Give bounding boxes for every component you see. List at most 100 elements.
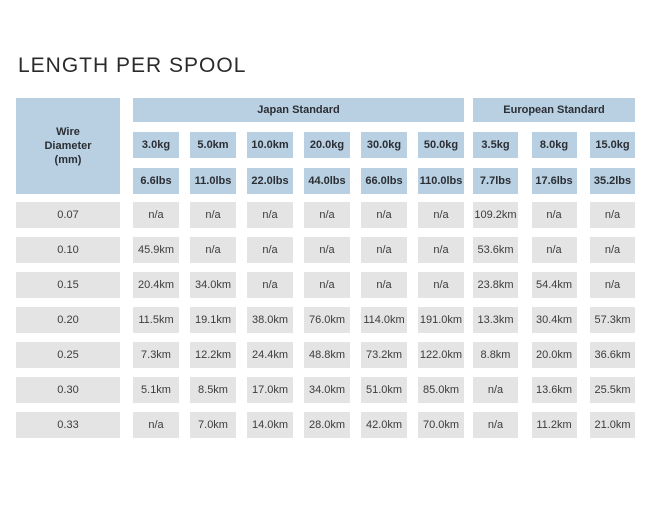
header-cell-lbs: 7.7lbs xyxy=(473,168,518,194)
length-value-cell: 42.0km xyxy=(361,412,407,438)
header-cell-kg: 50.0kg xyxy=(418,132,464,158)
length-value-cell: n/a xyxy=(304,202,350,228)
length-value-cell: n/a xyxy=(247,202,293,228)
length-value-cell: n/a xyxy=(190,237,236,263)
length-value-cell: 73.2km xyxy=(361,342,407,368)
header-cell-kg: 8.0kg xyxy=(531,132,577,158)
length-value-cell: 51.0km xyxy=(361,377,407,403)
header-cell-kg: 5.0km xyxy=(190,132,236,158)
length-value-cell: n/a xyxy=(590,272,635,298)
table-header: Wire Diameter (mm) Japan Standard European … xyxy=(16,98,635,194)
length-value-cell: 36.6km xyxy=(590,342,635,368)
length-value-cell: 48.8km xyxy=(304,342,350,368)
length-value-cell: 109.2km xyxy=(473,202,518,228)
corner-header-line: Wire xyxy=(56,126,80,138)
length-value-cell: 17.0km xyxy=(247,377,293,403)
length-value-cell: 122.0km xyxy=(418,342,464,368)
european-values-group: 13.3km 30.4km 57.3km xyxy=(473,307,635,333)
corner-header-line: Diameter xyxy=(44,140,92,152)
length-value-cell: 20.0km xyxy=(531,342,577,368)
japan-values-group: 45.9km n/a n/a n/a n/a n/a xyxy=(133,237,464,263)
length-value-cell: 191.0km xyxy=(418,307,464,333)
length-value-cell: 20.4km xyxy=(133,272,179,298)
table-row: 0.30 5.1km 8.5km 17.0km 34.0km 51.0km 85.0km n/… xyxy=(16,377,635,403)
group-band-euro: European Standard xyxy=(473,98,635,122)
header-cell-lbs: 6.6lbs xyxy=(133,168,179,194)
length-value-cell: 70.0km xyxy=(418,412,464,438)
length-value-cell: n/a xyxy=(190,202,236,228)
table-row: 0.20 11.5km 19.1km 38.0km 76.0km 114.0km 191.0… xyxy=(16,307,635,333)
header-cell-lbs: 66.0lbs xyxy=(361,168,407,194)
length-value-cell: n/a xyxy=(418,272,464,298)
length-value-cell: n/a xyxy=(247,237,293,263)
length-value-cell: n/a xyxy=(418,237,464,263)
length-value-cell: n/a xyxy=(304,237,350,263)
page-title: LENGTH PER SPOOL xyxy=(18,54,247,77)
table-body: 0.07 n/a n/a n/a n/a n/a n/a 109.2km n/a n/a 0.10 4… xyxy=(16,202,635,438)
length-value-cell: n/a xyxy=(133,202,179,228)
length-value-cell: 23.8km xyxy=(473,272,518,298)
european-values-group: 109.2km n/a n/a xyxy=(473,202,635,228)
japan-values-group: n/a n/a n/a n/a n/a n/a xyxy=(133,202,464,228)
japan-values-group: 7.3km 12.2km 24.4km 48.8km 73.2km 122.0km xyxy=(133,342,464,368)
length-value-cell: n/a xyxy=(361,237,407,263)
table-row: 0.15 20.4km 34.0km n/a n/a n/a n/a 23.8km 54.4km… xyxy=(16,272,635,298)
length-value-cell: n/a xyxy=(304,272,350,298)
length-value-cell: 7.0km xyxy=(190,412,236,438)
corner-header-line: (mm) xyxy=(54,154,82,166)
length-value-cell: 76.0km xyxy=(304,307,350,333)
length-value-cell: 38.0km xyxy=(247,307,293,333)
length-value-cell: 85.0km xyxy=(418,377,464,403)
length-value-cell: 7.3km xyxy=(133,342,179,368)
length-value-cell: 54.4km xyxy=(531,272,577,298)
table-header-columns: Japan Standard European Standard 3.0kg 5.0… xyxy=(133,98,635,194)
table-row: 0.10 45.9km n/a n/a n/a n/a n/a 53.6km n/a n/a xyxy=(16,237,635,263)
length-value-cell: n/a xyxy=(473,412,518,438)
length-value-cell: 53.6km xyxy=(473,237,518,263)
length-value-cell: 114.0km xyxy=(361,307,407,333)
wire-diameter-cell: 0.15 xyxy=(16,272,120,298)
european-values-group: 23.8km 54.4km n/a xyxy=(473,272,635,298)
table-row: 0.25 7.3km 12.2km 24.4km 48.8km 73.2km 122.0km… xyxy=(16,342,635,368)
japan-values-group: n/a 7.0km 14.0km 28.0km 42.0km 70.0km xyxy=(133,412,464,438)
european-values-group: 53.6km n/a n/a xyxy=(473,237,635,263)
length-value-cell: 25.5km xyxy=(590,377,635,403)
japan-values-group: 20.4km 34.0km n/a n/a n/a n/a xyxy=(133,272,464,298)
length-value-cell: 8.5km xyxy=(190,377,236,403)
table-row: 0.07 n/a n/a n/a n/a n/a n/a 109.2km n/a n/a xyxy=(16,202,635,228)
header-cell-lbs: 17.6lbs xyxy=(531,168,577,194)
european-values-group: n/a 13.6km 25.5km xyxy=(473,377,635,403)
length-value-cell: 24.4km xyxy=(247,342,293,368)
wire-diameter-cell: 0.33 xyxy=(16,412,120,438)
length-value-cell: n/a xyxy=(590,237,635,263)
length-value-cell: n/a xyxy=(590,202,635,228)
wire-diameter-cell: 0.10 xyxy=(16,237,120,263)
kg-group-euro: 3.5kg 8.0kg 15.0kg xyxy=(473,132,635,158)
length-value-cell: n/a xyxy=(361,202,407,228)
length-value-cell: 19.1km xyxy=(190,307,236,333)
lbs-header-row: 6.6lbs 11.0lbs 22.0lbs 44.0lbs 66.0lbs 110.0l… xyxy=(133,168,635,194)
length-value-cell: n/a xyxy=(247,272,293,298)
kg-header-row: 3.0kg 5.0km 10.0km 20.0kg 30.0kg 50.0kg 3.5kg 8… xyxy=(133,132,635,158)
wire-diameter-cell: 0.30 xyxy=(16,377,120,403)
header-cell-kg: 3.5kg xyxy=(473,132,518,158)
length-value-cell: 13.3km xyxy=(473,307,518,333)
length-value-cell: n/a xyxy=(361,272,407,298)
length-value-cell: n/a xyxy=(133,412,179,438)
european-values-group: n/a 11.2km 21.0km xyxy=(473,412,635,438)
header-cell-lbs: 110.0lbs xyxy=(418,168,464,194)
european-values-group: 8.8km 20.0km 36.6km xyxy=(473,342,635,368)
length-value-cell: 30.4km xyxy=(531,307,577,333)
header-cell-lbs: 22.0lbs xyxy=(247,168,293,194)
spool-length-table: Wire Diameter (mm) Japan Standard European … xyxy=(16,98,635,438)
japan-values-group: 5.1km 8.5km 17.0km 34.0km 51.0km 85.0km xyxy=(133,377,464,403)
length-value-cell: 13.6km xyxy=(531,377,577,403)
group-band-japan: Japan Standard xyxy=(133,98,464,122)
length-value-cell: n/a xyxy=(418,202,464,228)
lbs-group-japan: 6.6lbs 11.0lbs 22.0lbs 44.0lbs 66.0lbs 110.0l… xyxy=(133,168,464,194)
standard-band-row: Japan Standard European Standard xyxy=(133,98,635,122)
length-value-cell: n/a xyxy=(531,202,577,228)
table-row: 0.33 n/a 7.0km 14.0km 28.0km 42.0km 70.0km n/a 1… xyxy=(16,412,635,438)
header-cell-kg: 3.0kg xyxy=(133,132,179,158)
